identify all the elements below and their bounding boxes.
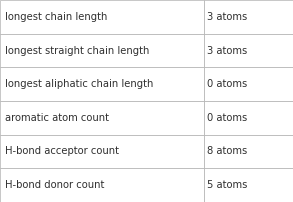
Text: longest straight chain length: longest straight chain length xyxy=(5,45,150,56)
Bar xyxy=(0,67,204,101)
Text: 5 atoms: 5 atoms xyxy=(207,180,248,190)
Bar xyxy=(0,168,204,202)
Text: 0 atoms: 0 atoms xyxy=(207,113,247,123)
Bar xyxy=(0,101,204,135)
Text: longest chain length: longest chain length xyxy=(5,12,108,22)
Text: longest aliphatic chain length: longest aliphatic chain length xyxy=(5,79,154,89)
Text: H-bond acceptor count: H-bond acceptor count xyxy=(5,146,119,157)
Bar xyxy=(0,0,204,34)
Bar xyxy=(204,34,293,67)
Bar xyxy=(0,34,204,67)
Bar xyxy=(204,67,293,101)
Bar xyxy=(204,101,293,135)
Bar xyxy=(0,135,204,168)
Bar xyxy=(204,168,293,202)
Text: H-bond donor count: H-bond donor count xyxy=(5,180,105,190)
Bar xyxy=(204,0,293,34)
Text: 0 atoms: 0 atoms xyxy=(207,79,247,89)
Text: 8 atoms: 8 atoms xyxy=(207,146,247,157)
Text: 3 atoms: 3 atoms xyxy=(207,12,247,22)
Text: 3 atoms: 3 atoms xyxy=(207,45,247,56)
Text: aromatic atom count: aromatic atom count xyxy=(5,113,109,123)
Bar xyxy=(204,135,293,168)
